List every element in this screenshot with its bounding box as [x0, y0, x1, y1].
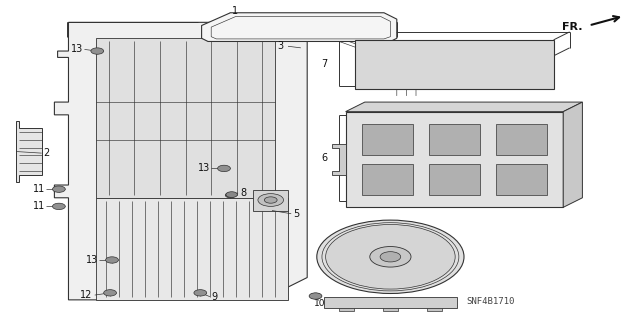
Text: 8: 8: [240, 188, 246, 198]
Text: 11: 11: [33, 201, 45, 211]
Bar: [429, 124, 480, 155]
Text: 7: 7: [321, 59, 328, 69]
Text: 13: 13: [71, 44, 83, 55]
Circle shape: [317, 220, 464, 293]
Circle shape: [104, 290, 116, 296]
Polygon shape: [54, 22, 307, 300]
Polygon shape: [563, 102, 582, 207]
Bar: [429, 164, 480, 195]
Bar: [362, 124, 413, 155]
Bar: [496, 124, 547, 155]
Circle shape: [370, 247, 411, 267]
Circle shape: [194, 290, 207, 296]
Circle shape: [380, 252, 401, 262]
Text: 4: 4: [437, 241, 444, 251]
Circle shape: [264, 197, 277, 203]
Circle shape: [309, 293, 322, 299]
Circle shape: [225, 193, 236, 198]
Text: 9: 9: [211, 292, 218, 302]
Text: 3: 3: [277, 41, 284, 51]
Text: SNF4B1710: SNF4B1710: [466, 297, 515, 306]
Circle shape: [106, 257, 118, 263]
Circle shape: [310, 293, 321, 299]
Text: FR.: FR.: [562, 22, 582, 32]
Circle shape: [258, 194, 284, 206]
Circle shape: [326, 225, 455, 289]
Polygon shape: [324, 297, 457, 308]
Text: 2: 2: [44, 148, 50, 158]
Circle shape: [52, 186, 65, 192]
Text: 13: 13: [198, 163, 210, 174]
Bar: [96, 198, 288, 300]
Bar: [427, 308, 442, 311]
Polygon shape: [202, 13, 397, 41]
Bar: [496, 164, 547, 195]
Bar: [383, 308, 398, 311]
Text: 6: 6: [321, 153, 328, 163]
Text: 12: 12: [81, 290, 93, 300]
Text: 5: 5: [293, 209, 300, 219]
Polygon shape: [16, 121, 42, 182]
Circle shape: [52, 203, 65, 210]
Polygon shape: [346, 102, 582, 112]
Bar: [362, 164, 413, 195]
Circle shape: [91, 48, 104, 54]
Text: 11: 11: [33, 184, 45, 194]
Bar: [96, 38, 275, 198]
Text: 10: 10: [314, 299, 325, 308]
Bar: [355, 40, 554, 89]
Polygon shape: [332, 144, 346, 175]
Text: 1: 1: [232, 6, 238, 16]
Bar: [346, 112, 563, 207]
Circle shape: [226, 192, 237, 197]
Circle shape: [218, 165, 230, 172]
Text: 13: 13: [86, 255, 98, 265]
Bar: [339, 308, 354, 311]
Bar: [253, 190, 288, 211]
